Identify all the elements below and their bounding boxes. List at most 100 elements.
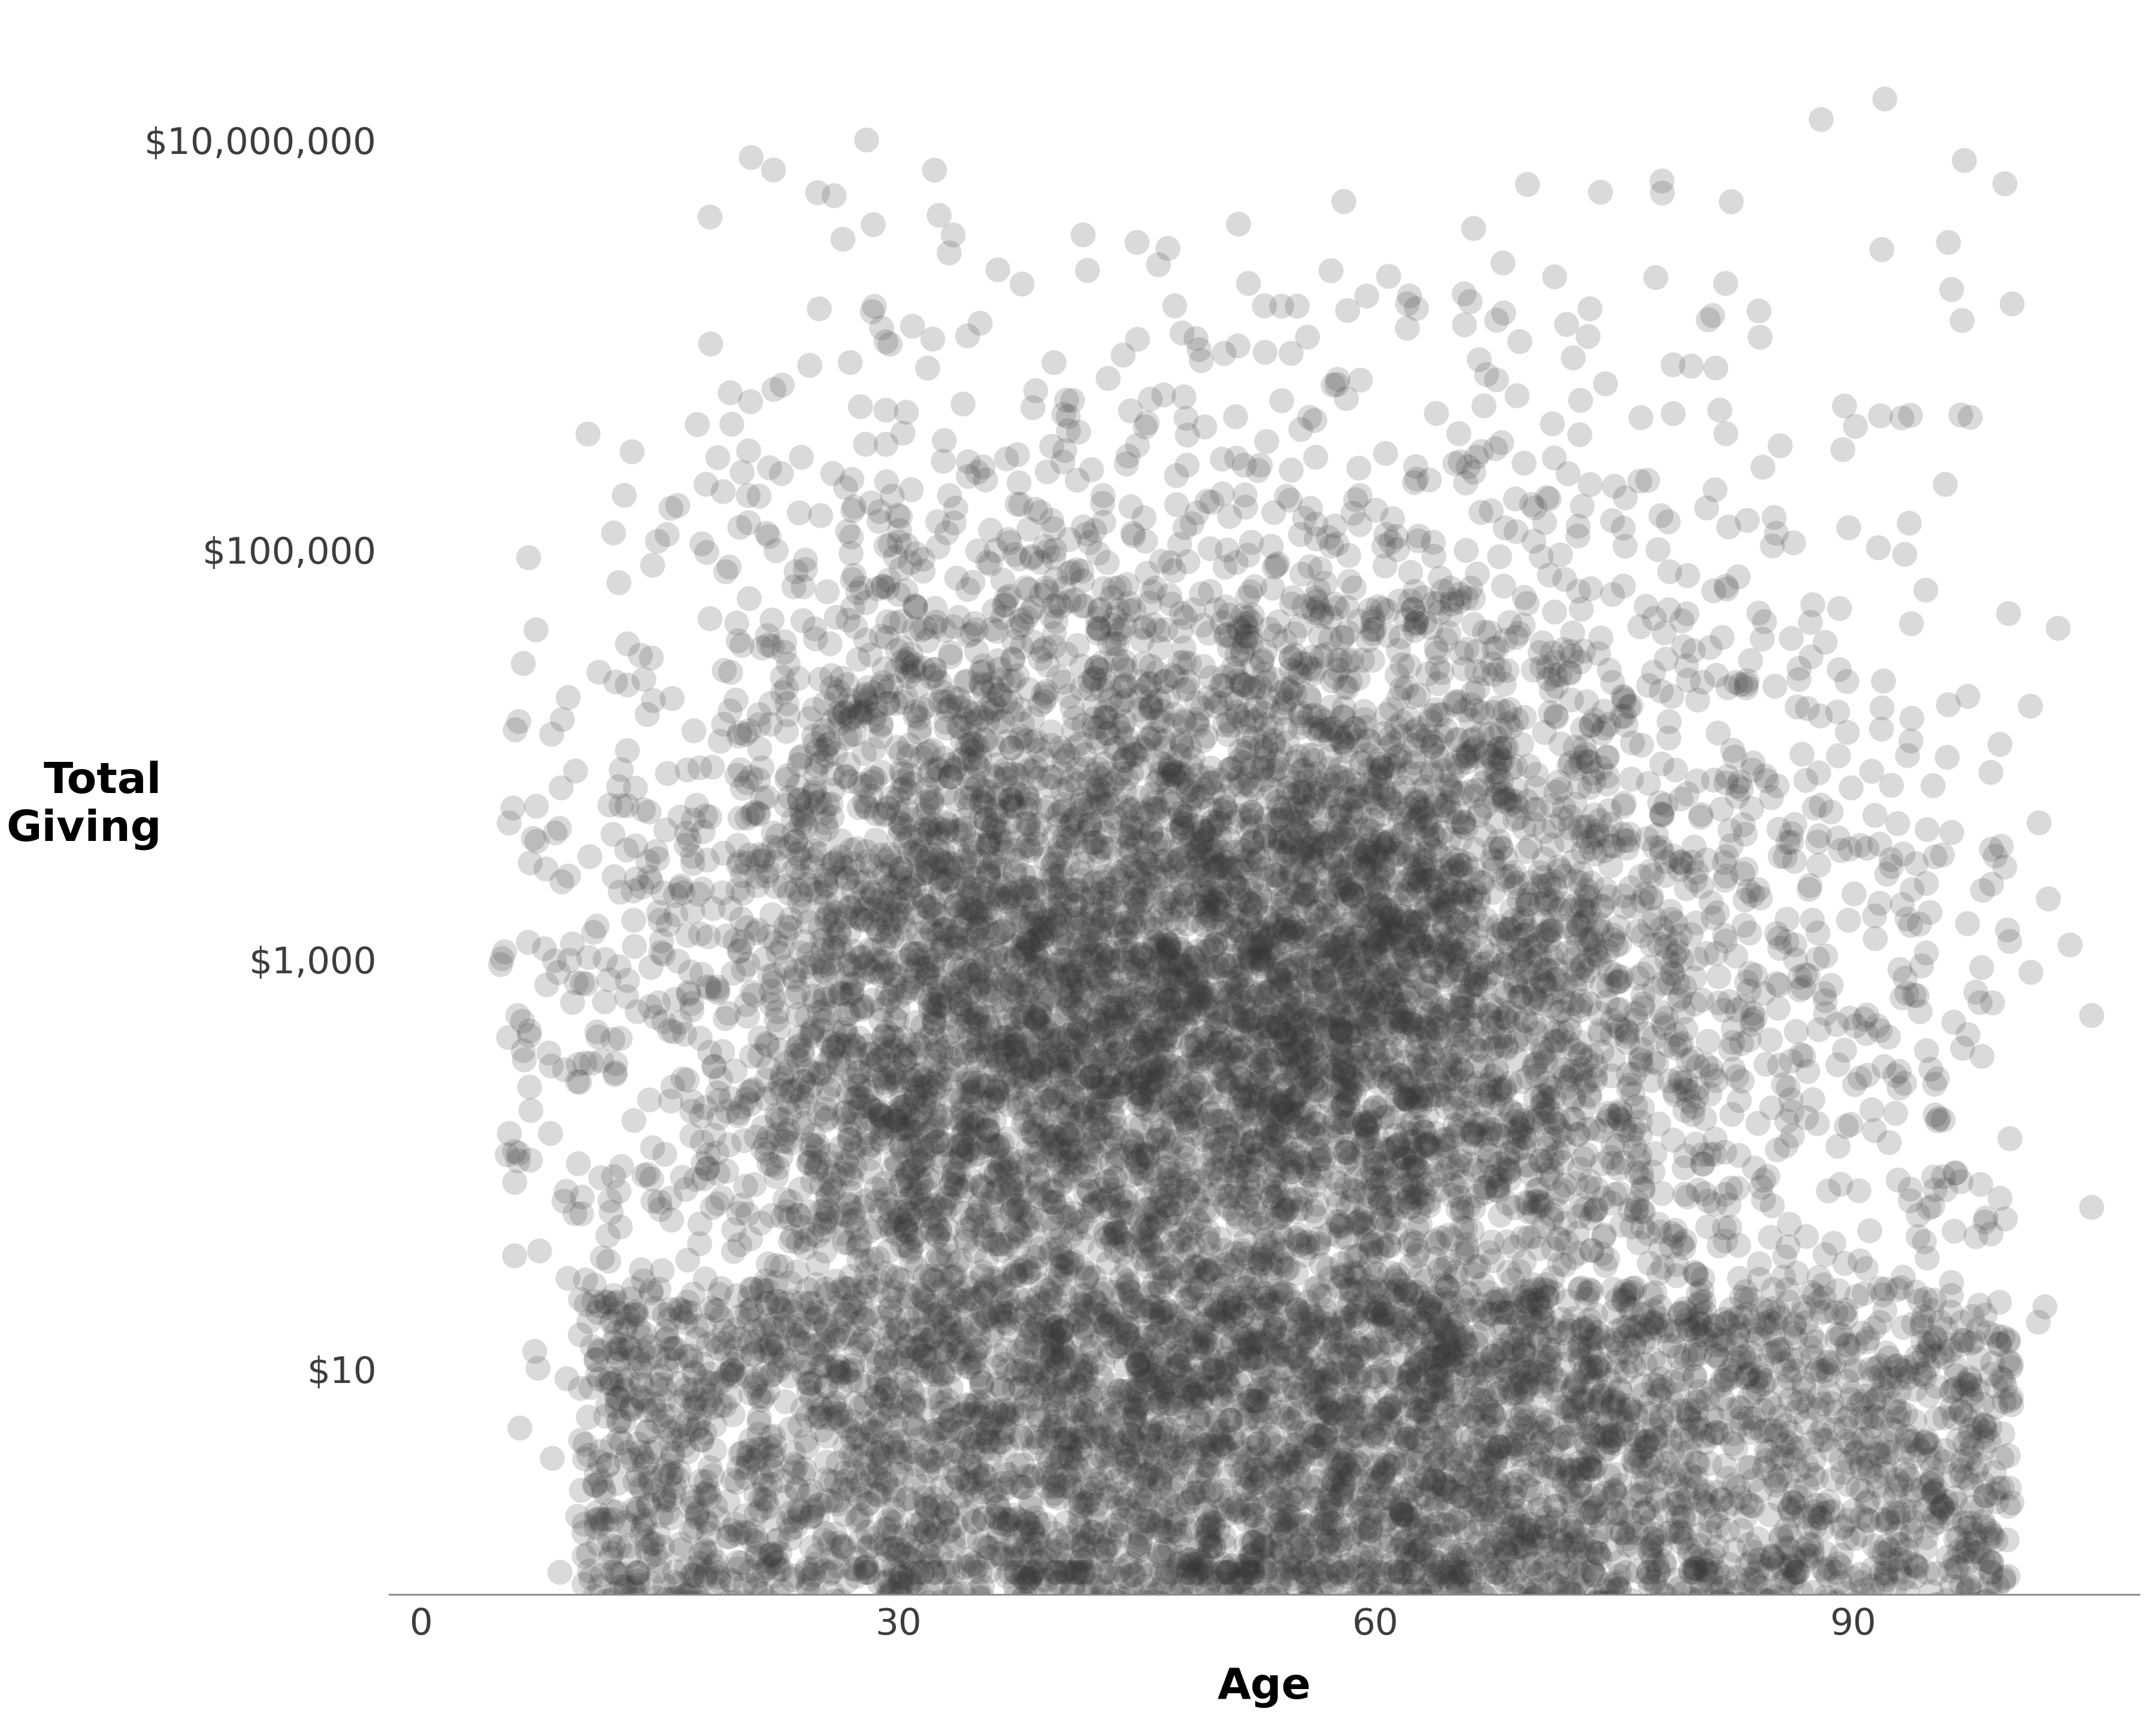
Point	[1757, 1321, 1792, 1349]
Point	[1423, 1306, 1457, 1333]
Point	[1276, 1140, 1311, 1168]
Point	[1975, 1549, 2009, 1577]
Point	[1490, 1228, 1524, 1256]
Point	[1052, 1301, 1087, 1328]
Point	[722, 1611, 757, 1639]
Point	[865, 1609, 899, 1637]
Point	[1915, 1511, 1949, 1539]
Point	[1501, 1308, 1535, 1335]
Point	[1574, 471, 1608, 499]
Point	[1214, 623, 1248, 650]
Point	[1259, 1107, 1294, 1135]
Point	[1108, 724, 1143, 752]
Point	[1419, 883, 1453, 911]
Point	[981, 1518, 1015, 1546]
Point	[1080, 1618, 1115, 1646]
Point	[1986, 1444, 2020, 1471]
Point	[1050, 849, 1084, 876]
Point	[1134, 1057, 1169, 1085]
Point	[752, 1054, 787, 1082]
Point	[910, 1496, 944, 1523]
Point	[1319, 1057, 1354, 1085]
Point	[1496, 1656, 1531, 1684]
Point	[740, 1528, 774, 1556]
Point	[1192, 838, 1227, 866]
Point	[1537, 1492, 1572, 1520]
Point	[1518, 985, 1552, 1013]
Point	[1492, 1647, 1526, 1675]
Point	[1746, 1370, 1781, 1397]
Point	[1160, 1078, 1194, 1106]
Point	[903, 1061, 938, 1088]
Point	[1524, 1451, 1559, 1478]
Point	[759, 536, 793, 564]
Point	[951, 731, 985, 759]
Point	[1386, 1144, 1421, 1171]
Point	[1222, 737, 1257, 764]
Point	[1276, 1501, 1311, 1528]
Point	[1145, 1308, 1179, 1335]
Point	[1869, 1459, 1904, 1487]
Point	[1550, 1228, 1585, 1256]
Point	[595, 1539, 630, 1566]
Point	[1378, 761, 1412, 788]
Point	[1326, 188, 1360, 216]
Point	[1233, 578, 1268, 605]
Point	[1572, 1168, 1606, 1195]
Point	[910, 1442, 944, 1470]
Point	[837, 1594, 871, 1622]
Point	[931, 866, 966, 894]
Point	[1102, 982, 1136, 1009]
Point	[1214, 756, 1248, 783]
Point	[953, 1616, 987, 1644]
Point	[1104, 1506, 1138, 1534]
Point	[966, 1280, 1000, 1308]
Point	[1408, 1540, 1442, 1568]
Point	[852, 1120, 886, 1147]
Point	[865, 949, 899, 976]
Point	[940, 1171, 975, 1199]
Point	[1654, 1413, 1688, 1440]
Point	[1830, 1470, 1865, 1497]
Point	[1203, 978, 1238, 1006]
Point	[1181, 990, 1216, 1018]
Point	[1647, 1014, 1682, 1042]
Point	[1501, 1468, 1535, 1496]
Point	[1412, 1295, 1447, 1323]
Point	[1813, 1554, 1848, 1582]
Point	[1373, 828, 1408, 856]
Point	[1503, 1363, 1537, 1390]
Point	[655, 1018, 690, 1045]
Point	[834, 1603, 869, 1630]
Point	[1225, 669, 1259, 697]
Point	[1792, 963, 1826, 990]
Point	[890, 973, 925, 1001]
Point	[979, 940, 1013, 968]
Point	[1565, 743, 1600, 771]
Point	[888, 1047, 923, 1075]
Point	[1097, 735, 1132, 762]
Point	[1212, 1333, 1246, 1361]
Point	[1723, 671, 1757, 699]
Point	[1895, 1521, 1930, 1549]
Point	[1824, 1321, 1858, 1349]
Point	[849, 838, 884, 866]
Point	[1212, 1294, 1246, 1321]
Point	[1214, 1440, 1248, 1468]
Point	[1626, 1371, 1660, 1399]
Point	[584, 1506, 619, 1534]
Point	[731, 1449, 765, 1477]
Point	[688, 1480, 722, 1508]
Point	[1455, 1449, 1490, 1477]
Point	[1705, 1366, 1740, 1394]
Point	[1093, 1454, 1128, 1482]
Point	[1865, 1406, 1899, 1433]
Point	[1462, 1252, 1496, 1280]
Point	[1225, 640, 1259, 668]
Point	[858, 293, 893, 321]
Point	[1259, 862, 1294, 890]
Point	[901, 1511, 936, 1539]
Point	[1285, 1347, 1319, 1375]
Point	[1352, 1402, 1386, 1430]
Point	[675, 1347, 709, 1375]
